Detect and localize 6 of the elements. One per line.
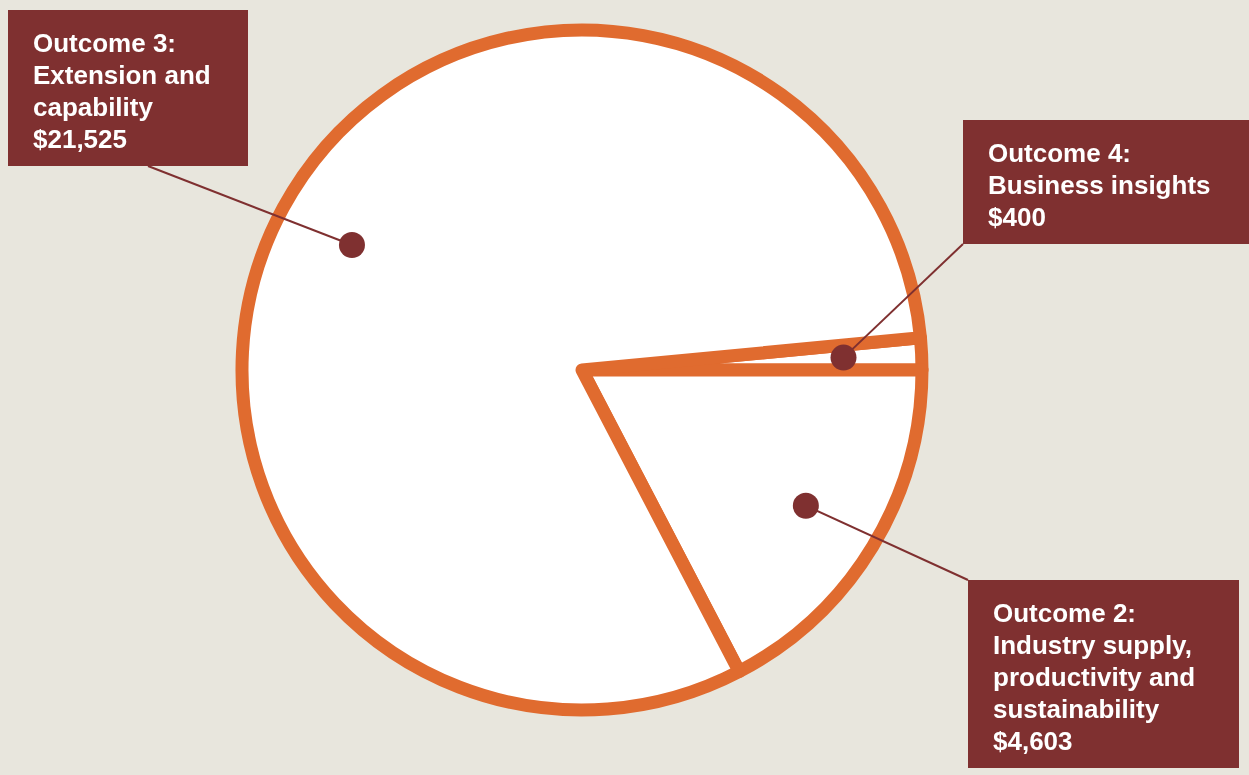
- data-label: $400: [988, 202, 1046, 232]
- slice-label: Outcome 4: Business insights: [988, 138, 1211, 200]
- data-label: $21,525: [33, 124, 127, 154]
- slice-label: Outcome 3: Extension and capability: [33, 28, 211, 122]
- slice-label: Outcome 2: Industry supply, productivity and sustainability: [993, 598, 1196, 724]
- data-label: $4,603: [993, 726, 1073, 756]
